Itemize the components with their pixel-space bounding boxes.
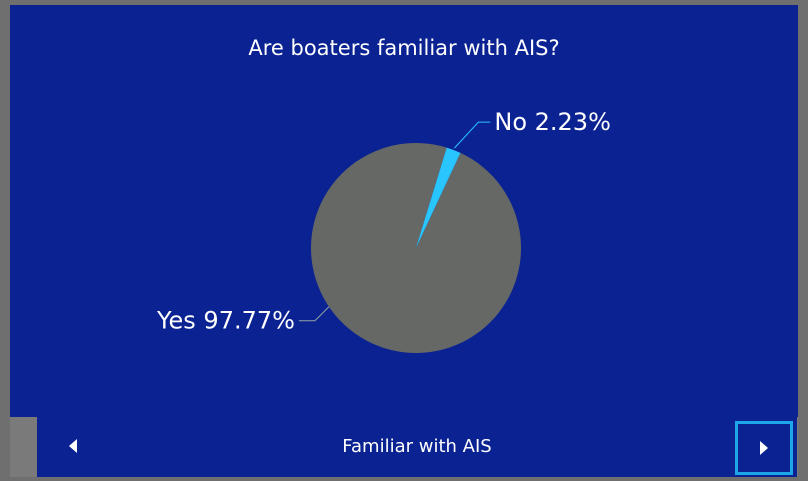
slice-label-yes: Yes 97.77%: [156, 307, 295, 335]
nav-strip: Familiar with AIS: [37, 417, 797, 477]
chevron-left-icon: [69, 439, 77, 453]
next-button[interactable]: [735, 421, 793, 475]
leader-line-no: [454, 121, 491, 149]
bottom-navigation: Familiar with AIS: [10, 417, 798, 477]
chevron-right-icon: [760, 441, 768, 455]
chart-selector-label: Familiar with AIS: [342, 436, 492, 457]
pie-slice-no[interactable]: [416, 147, 461, 248]
previous-button[interactable]: [47, 423, 99, 469]
leader-line-yes: [298, 306, 330, 322]
pie-chart: No 2.23% Yes 97.77%: [156, 108, 611, 354]
chart-title: Are boaters familiar with AIS?: [248, 36, 560, 60]
pie-slice-yes[interactable]: [311, 143, 522, 354]
chart-panel: Are boaters familiar with AIS? No 2.23% Y…: [10, 5, 798, 417]
slice-label-no: No 2.23%: [494, 108, 611, 136]
